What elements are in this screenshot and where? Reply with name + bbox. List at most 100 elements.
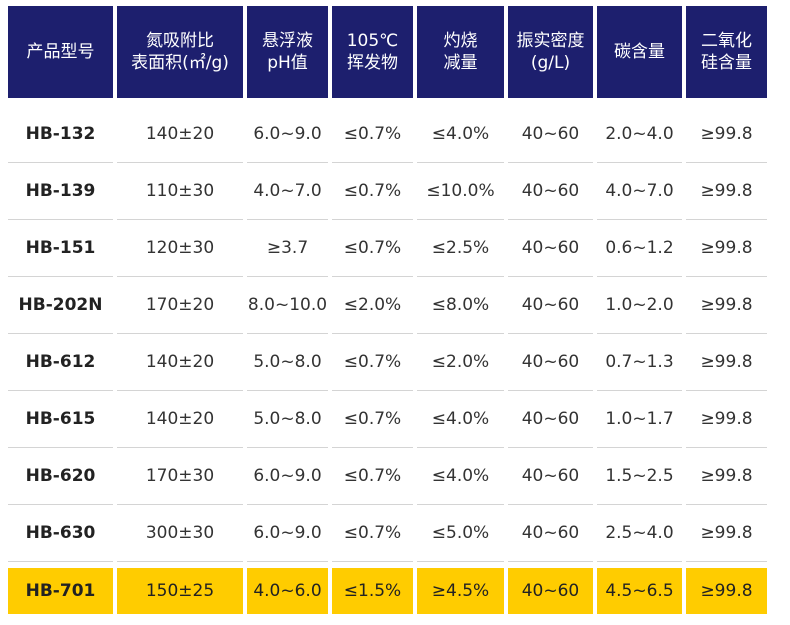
table-row: HB-612 140±20 5.0~8.0 ≤0.7% ≤2.0% 40~60 0.7~1.…: [8, 334, 767, 391]
cell-silica: ≥99.8: [686, 334, 767, 391]
cell-carbon: 1.0~2.0: [597, 277, 682, 334]
cell-ph: 5.0~8.0: [247, 334, 328, 391]
cell-volatiles: ≤0.7%: [332, 448, 413, 505]
cell-model: HB-612: [8, 334, 113, 391]
header-line: 表面积(㎡/g): [131, 53, 229, 73]
cell-surface-area: 140±20: [117, 391, 243, 448]
cell-ph: 4.0~7.0: [247, 163, 328, 220]
cell-tapped-density: 40~60: [508, 505, 593, 562]
cell-silica: ≥99.8: [686, 505, 767, 562]
highlight-cell-tapped-density: 40~60: [508, 568, 593, 614]
cell-tapped-density: 40~60: [508, 448, 593, 505]
cell-volatiles: ≤0.7%: [332, 163, 413, 220]
header-line: 产品型号: [26, 42, 95, 62]
highlighted-row: HB-701 150±25 4.0~6.0 ≤1.5% ≥4.5% 40~60 4.5~6.…: [8, 568, 767, 614]
cell-silica: ≥99.8: [686, 277, 767, 334]
cell-silica: ≥99.8: [686, 448, 767, 505]
header-line: 悬浮液: [262, 31, 313, 51]
header-line: 二氧化: [701, 31, 752, 51]
cell-ph: ≥3.7: [247, 220, 328, 277]
cell-ph: 6.0~9.0: [247, 505, 328, 562]
header-line: pH值: [267, 53, 308, 73]
cell-surface-area: 120±30: [117, 220, 243, 277]
cell-surface-area: 140±20: [117, 106, 243, 163]
cell-volatiles: ≤0.7%: [332, 334, 413, 391]
cell-carbon: 2.5~4.0: [597, 505, 682, 562]
table-row: HB-620 170±30 6.0~9.0 ≤0.7% ≤4.0% 40~60 1.5~2.…: [8, 448, 767, 505]
table-row: HB-151 120±30 ≥3.7 ≤0.7% ≤2.5% 40~60 0.6~1.2 ≥9…: [8, 220, 767, 277]
header-line: 碳含量: [614, 42, 665, 62]
table-header: 产品型号 氮吸附比 表面积(㎡/g) 悬浮液 pH值 105℃ 挥发物 灼烧 减量 振实…: [8, 6, 767, 106]
highlight-cell-volatiles: ≤1.5%: [332, 568, 413, 614]
cell-model: HB-202N: [8, 277, 113, 334]
header-line: 振实密度: [516, 31, 585, 51]
header-cell-ph: 悬浮液 pH值: [247, 6, 328, 106]
cell-surface-area: 300±30: [117, 505, 243, 562]
header-cell-model: 产品型号: [8, 6, 113, 106]
header-row: 产品型号 氮吸附比 表面积(㎡/g) 悬浮液 pH值 105℃ 挥发物 灼烧 减量 振实…: [8, 6, 767, 106]
cell-ignition-loss: ≤10.0%: [417, 163, 504, 220]
cell-tapped-density: 40~60: [508, 334, 593, 391]
cell-ignition-loss: ≤4.0%: [417, 106, 504, 163]
header-cell-volatiles: 105℃ 挥发物: [332, 6, 413, 106]
cell-volatiles: ≤0.7%: [332, 106, 413, 163]
header-cell-surface-area: 氮吸附比 表面积(㎡/g): [117, 6, 243, 106]
table-row: HB-132 140±20 6.0~9.0 ≤0.7% ≤4.0% 40~60 2.0~4.…: [8, 106, 767, 163]
header-line: 105℃: [346, 31, 399, 51]
header-line: 减量: [443, 53, 478, 73]
highlight-cell-model: HB-701: [8, 568, 113, 614]
cell-model: HB-139: [8, 163, 113, 220]
cell-silica: ≥99.8: [686, 391, 767, 448]
cell-ignition-loss: ≤8.0%: [417, 277, 504, 334]
header-line: 硅含量: [701, 53, 752, 73]
cell-model: HB-615: [8, 391, 113, 448]
cell-volatiles: ≤0.7%: [332, 391, 413, 448]
header-cell-silica: 二氧化 硅含量: [686, 6, 767, 106]
cell-ph: 6.0~9.0: [247, 448, 328, 505]
header-line: 氮吸附比: [146, 31, 214, 51]
highlight-cell-ignition-loss: ≥4.5%: [417, 568, 504, 614]
table-row: HB-615 140±20 5.0~8.0 ≤0.7% ≤4.0% 40~60 1.0~1.…: [8, 391, 767, 448]
cell-model: HB-630: [8, 505, 113, 562]
cell-model: HB-620: [8, 448, 113, 505]
cell-tapped-density: 40~60: [508, 391, 593, 448]
cell-ignition-loss: ≤5.0%: [417, 505, 504, 562]
cell-silica: ≥99.8: [686, 163, 767, 220]
cell-surface-area: 170±30: [117, 448, 243, 505]
product-spec-table: 产品型号 氮吸附比 表面积(㎡/g) 悬浮液 pH值 105℃ 挥发物 灼烧 减量 振实…: [4, 6, 771, 614]
header-cell-tapped-density: 振实密度 (g/L): [508, 6, 593, 106]
cell-model: HB-132: [8, 106, 113, 163]
cell-tapped-density: 40~60: [508, 106, 593, 163]
cell-carbon: 0.6~1.2: [597, 220, 682, 277]
highlight-cell-carbon: 4.5~6.5: [597, 568, 682, 614]
cell-tapped-density: 40~60: [508, 163, 593, 220]
cell-carbon: 4.0~7.0: [597, 163, 682, 220]
cell-volatiles: ≤0.7%: [332, 220, 413, 277]
cell-carbon: 1.0~1.7: [597, 391, 682, 448]
header-cell-carbon: 碳含量: [597, 6, 682, 106]
highlight-cell-surface-area: 150±25: [117, 568, 243, 614]
table-row: HB-139 110±30 4.0~7.0 ≤0.7% ≤10.0% 40~60 4.0~7…: [8, 163, 767, 220]
cell-tapped-density: 40~60: [508, 277, 593, 334]
header-line: (g/L): [530, 53, 571, 73]
cell-ignition-loss: ≤4.0%: [417, 391, 504, 448]
highlight-cell-silica: ≥99.8: [686, 568, 767, 614]
cell-ignition-loss: ≤4.0%: [417, 448, 504, 505]
cell-surface-area: 170±20: [117, 277, 243, 334]
highlight-cell-ph: 4.0~6.0: [247, 568, 328, 614]
cell-carbon: 1.5~2.5: [597, 448, 682, 505]
cell-silica: ≥99.8: [686, 220, 767, 277]
header-line: 灼烧: [443, 31, 478, 51]
cell-volatiles: ≤2.0%: [332, 277, 413, 334]
cell-ph: 8.0~10.0: [247, 277, 328, 334]
cell-ph: 5.0~8.0: [247, 391, 328, 448]
cell-model: HB-151: [8, 220, 113, 277]
table-row: HB-630 300±30 6.0~9.0 ≤0.7% ≤5.0% 40~60 2.5~4.…: [8, 505, 767, 562]
cell-carbon: 2.0~4.0: [597, 106, 682, 163]
cell-ph: 6.0~9.0: [247, 106, 328, 163]
cell-silica: ≥99.8: [686, 106, 767, 163]
cell-volatiles: ≤0.7%: [332, 505, 413, 562]
cell-tapped-density: 40~60: [508, 220, 593, 277]
cell-ignition-loss: ≤2.0%: [417, 334, 504, 391]
